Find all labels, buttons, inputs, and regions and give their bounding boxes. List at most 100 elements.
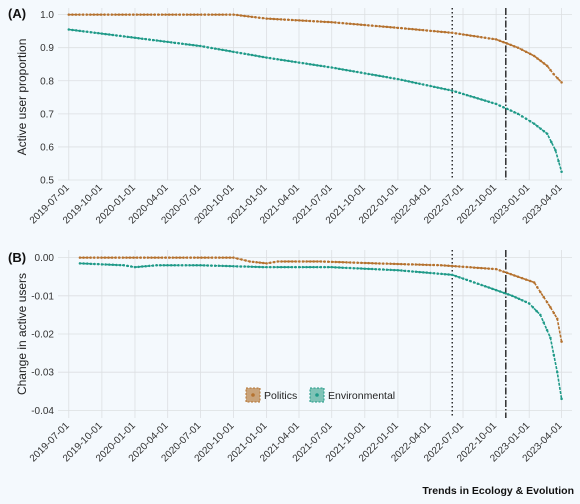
point-politics bbox=[185, 256, 189, 259]
point-environmental bbox=[469, 94, 472, 98]
point-environmental bbox=[265, 56, 268, 59]
point-environmental bbox=[224, 49, 228, 52]
point-environmental bbox=[188, 264, 191, 267]
point-politics bbox=[279, 18, 283, 21]
point-environmental bbox=[151, 264, 155, 267]
point-environmental bbox=[545, 328, 549, 332]
point-environmental bbox=[155, 264, 158, 267]
point-environmental bbox=[326, 65, 330, 69]
point-politics bbox=[454, 265, 457, 268]
point-politics bbox=[214, 13, 217, 16]
point-politics bbox=[78, 13, 81, 16]
point-environmental bbox=[429, 271, 432, 275]
point-politics bbox=[532, 281, 536, 284]
point-politics bbox=[432, 263, 436, 267]
point-politics bbox=[276, 260, 280, 263]
point-politics bbox=[178, 256, 182, 259]
point-environmental bbox=[133, 36, 137, 40]
point-politics bbox=[261, 16, 265, 20]
point-politics bbox=[269, 261, 272, 264]
point-politics bbox=[146, 13, 149, 16]
point-environmental bbox=[498, 290, 502, 293]
point-politics bbox=[539, 290, 542, 294]
panel-label-a: (A) bbox=[8, 6, 26, 21]
point-environmental bbox=[166, 40, 169, 44]
point-politics bbox=[359, 23, 363, 26]
point-politics bbox=[283, 18, 286, 21]
point-politics bbox=[552, 311, 556, 315]
point-politics bbox=[265, 262, 268, 265]
point-environmental bbox=[283, 265, 286, 269]
point-environmental bbox=[367, 267, 370, 271]
point-politics bbox=[323, 20, 326, 24]
point-environmental bbox=[232, 50, 235, 54]
point-environmental bbox=[305, 62, 308, 65]
point-environmental bbox=[261, 265, 265, 269]
point-environmental bbox=[345, 266, 348, 270]
point-politics bbox=[450, 264, 454, 268]
point-environmental bbox=[287, 265, 290, 269]
point-environmental bbox=[341, 266, 345, 269]
point-politics bbox=[410, 263, 414, 266]
point-politics bbox=[272, 260, 276, 264]
point-environmental bbox=[400, 269, 403, 272]
point-politics bbox=[106, 13, 110, 16]
point-environmental bbox=[67, 28, 71, 31]
point-environmental bbox=[531, 306, 535, 309]
point-politics bbox=[312, 260, 315, 263]
point-environmental bbox=[74, 29, 78, 32]
point-politics bbox=[160, 256, 164, 259]
series-line-environmental bbox=[79, 262, 563, 400]
point-politics bbox=[509, 272, 512, 276]
point-environmental bbox=[521, 299, 524, 302]
point-environmental bbox=[316, 64, 319, 67]
point-environmental bbox=[359, 267, 363, 270]
point-politics bbox=[487, 267, 491, 270]
point-environmental bbox=[173, 264, 177, 267]
point-politics bbox=[552, 72, 555, 76]
point-environmental bbox=[520, 115, 524, 118]
point-environmental bbox=[542, 321, 545, 324]
point-environmental bbox=[535, 309, 538, 313]
point-politics bbox=[312, 19, 315, 23]
point-environmental bbox=[545, 132, 549, 135]
point-politics bbox=[196, 13, 199, 16]
point-environmental bbox=[469, 279, 472, 283]
point-politics bbox=[258, 16, 261, 19]
point-environmental bbox=[524, 117, 528, 121]
point-politics bbox=[458, 32, 461, 36]
point-environmental bbox=[246, 265, 250, 268]
point-politics bbox=[472, 266, 476, 269]
point-environmental bbox=[301, 265, 305, 269]
point-environmental bbox=[498, 104, 502, 107]
point-environmental bbox=[210, 46, 213, 50]
point-environmental bbox=[250, 53, 254, 57]
point-politics bbox=[89, 13, 92, 16]
point-politics bbox=[261, 261, 265, 265]
point-environmental bbox=[326, 265, 330, 269]
point-environmental bbox=[528, 120, 532, 123]
point-environmental bbox=[297, 265, 301, 269]
point-politics bbox=[436, 30, 439, 33]
point-environmental bbox=[319, 265, 323, 269]
chart-panel-b: -0.04-0.03-0.02-0.010.002019-07-012019-1… bbox=[28, 250, 572, 464]
point-environmental bbox=[411, 270, 414, 273]
point-politics bbox=[476, 266, 480, 270]
point-environmental bbox=[228, 49, 232, 53]
point-politics bbox=[164, 256, 167, 259]
point-environmental bbox=[436, 86, 439, 89]
point-environmental bbox=[539, 313, 542, 317]
point-politics bbox=[349, 261, 352, 264]
point-environmental bbox=[454, 90, 458, 94]
point-environmental bbox=[385, 268, 389, 271]
point-environmental bbox=[337, 266, 341, 269]
y-tick-label-b: -0.02 bbox=[31, 330, 54, 341]
point-politics bbox=[370, 24, 374, 27]
point-politics bbox=[352, 22, 356, 26]
point-politics bbox=[480, 266, 483, 270]
point-environmental bbox=[422, 271, 425, 274]
point-politics bbox=[67, 13, 71, 16]
point-politics bbox=[99, 13, 103, 16]
point-politics bbox=[283, 260, 287, 263]
point-politics bbox=[356, 261, 359, 264]
